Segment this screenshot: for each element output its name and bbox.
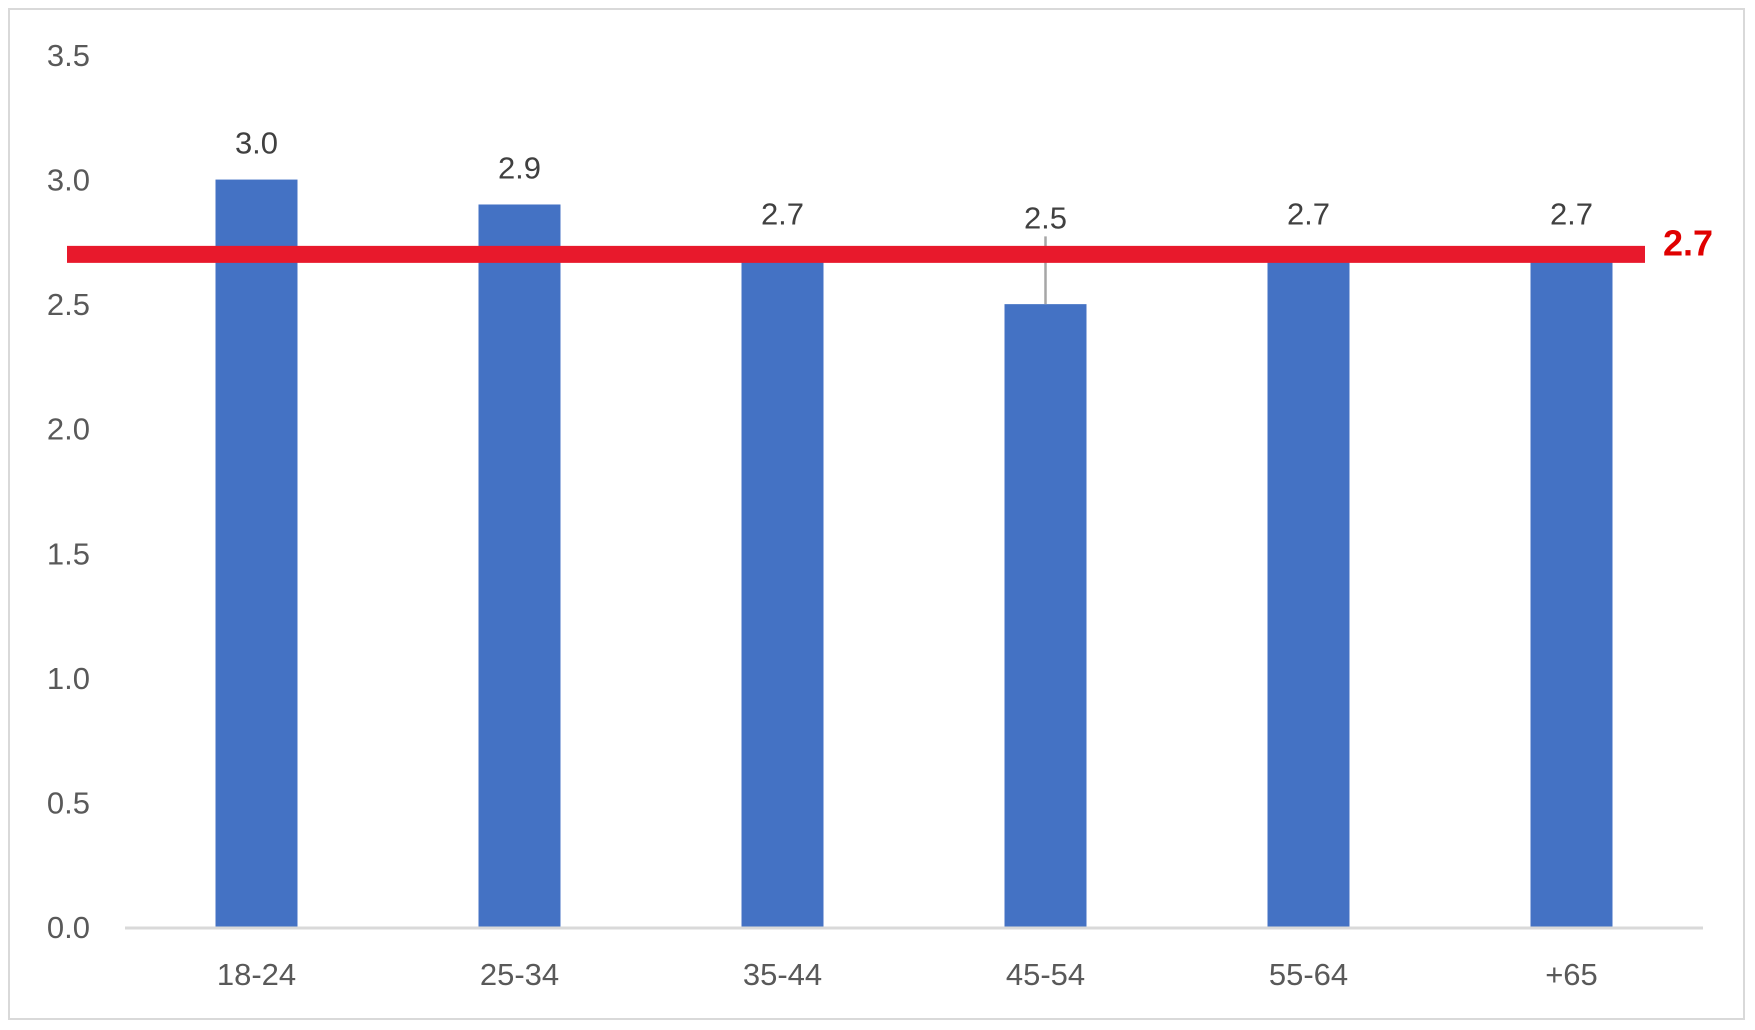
bar bbox=[1004, 304, 1087, 928]
x-tick-label: 18-24 bbox=[217, 957, 296, 992]
data-label: 2.7 bbox=[1287, 196, 1330, 231]
x-tick-label: 25-34 bbox=[480, 957, 559, 992]
y-tick-label: 1.0 bbox=[47, 661, 90, 696]
x-tick-label: 55-64 bbox=[1269, 957, 1348, 992]
y-tick-label: 0.0 bbox=[47, 910, 90, 945]
y-tick-label: 2.5 bbox=[47, 287, 90, 322]
data-label: 2.9 bbox=[498, 150, 541, 185]
data-label: 3.0 bbox=[235, 126, 278, 161]
bar bbox=[215, 179, 298, 928]
y-tick-label: 0.5 bbox=[47, 785, 90, 820]
bar bbox=[1530, 254, 1613, 928]
x-tick-label: 35-44 bbox=[743, 957, 822, 992]
data-label: 2.7 bbox=[1550, 196, 1593, 231]
bar bbox=[741, 254, 824, 928]
y-axis: 0.0 0.5 1.0 1.5 2.0 2.5 3.0 3.5 bbox=[47, 38, 90, 945]
bar bbox=[478, 204, 561, 927]
bars bbox=[215, 179, 1613, 928]
x-tick-label: 45-54 bbox=[1006, 957, 1085, 992]
y-tick-label: 2.0 bbox=[47, 412, 90, 447]
data-label: 2.7 bbox=[761, 196, 804, 231]
data-label: 2.5 bbox=[1024, 200, 1067, 235]
y-tick-label: 3.0 bbox=[47, 163, 90, 198]
reference-line-label: 2.7 bbox=[1663, 222, 1713, 263]
y-tick-label: 3.5 bbox=[47, 38, 90, 73]
reference-line-group: 2.7 bbox=[67, 222, 1713, 305]
bar bbox=[1267, 254, 1350, 928]
x-axis: 18-24 25-34 35-44 45-54 55-64 +65 bbox=[125, 926, 1703, 992]
y-tick-label: 1.5 bbox=[47, 536, 90, 571]
data-labels: 3.0 2.9 2.7 2.5 2.7 2.7 bbox=[235, 126, 1593, 236]
x-tick-label: +65 bbox=[1545, 957, 1598, 992]
